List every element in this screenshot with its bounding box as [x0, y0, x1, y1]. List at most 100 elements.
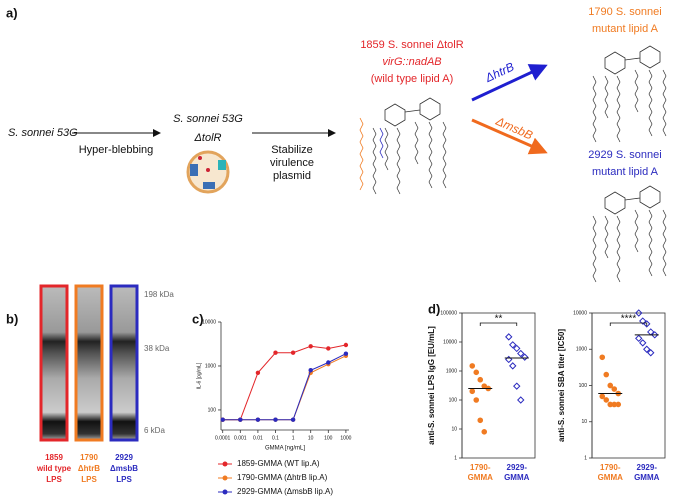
y-tick-label: 100000: [440, 310, 457, 316]
strain: S. sonnei 53G: [8, 127, 78, 139]
y-tick-label: 1000: [205, 363, 216, 369]
diamond: [643, 345, 651, 353]
y-tick-label: 10000: [573, 310, 587, 316]
diamond: [505, 333, 513, 341]
diamond: [647, 349, 655, 357]
bacterium-icon: [186, 150, 230, 194]
point: [238, 417, 243, 422]
point: [255, 417, 261, 422]
plot-frame: [591, 312, 666, 459]
dot: [603, 397, 610, 403]
lipid-a: [373, 98, 446, 194]
x-tick-label: 0.1: [272, 435, 279, 441]
legend-marker: [222, 475, 228, 481]
lipid-a: [593, 46, 666, 142]
diamond: [517, 396, 525, 404]
gel-lane: [109, 284, 139, 442]
chain-msbb: [379, 127, 384, 159]
diamond: [639, 317, 647, 325]
category-label: 1790-: [600, 463, 621, 472]
dot: [469, 388, 476, 395]
point: [290, 350, 296, 355]
diamond: [509, 341, 517, 349]
step: plasmid: [273, 170, 311, 182]
x-tick-label: 10: [308, 435, 314, 441]
y-tick-label: 1000: [446, 368, 457, 374]
strain: S. sonnei 53G: [173, 113, 243, 125]
dot: [481, 429, 488, 435]
point: [273, 350, 278, 355]
panel-b: b) 198 kDa 38 kDa 6 kDa 1859 wild type L…: [6, 284, 174, 484]
diamond: [651, 331, 659, 339]
y-tick-label: 1000: [576, 347, 587, 353]
y-tick-label: 10000: [443, 339, 457, 345]
step: virulence: [270, 157, 314, 169]
strain: 1859 S. sonnei ΔtolR: [360, 39, 463, 51]
arrow: [471, 118, 548, 155]
point: [326, 346, 331, 351]
x-tick-label: 0.0001: [215, 435, 231, 441]
point: [308, 368, 313, 373]
diamond: [513, 382, 521, 390]
y-tick-label: 10: [451, 426, 457, 432]
y-axis-label: anti-S. sonnei LPS IgG [EU/mL]: [427, 326, 436, 445]
diamond: [635, 334, 643, 343]
dot: [615, 401, 622, 408]
gel-lane: [74, 284, 104, 442]
y-tick-label: 100: [449, 397, 458, 403]
legend-marker: [222, 489, 228, 495]
category-label: GMMA: [598, 473, 624, 482]
strain: mutant lipid A: [592, 23, 659, 35]
category-label: GMMA: [634, 473, 660, 482]
lane-label: 1859: [45, 453, 63, 462]
x-tick-label: 1000: [340, 435, 351, 441]
point: [220, 417, 225, 422]
panel-label: c): [192, 311, 204, 326]
strain: (wild type lipid A): [371, 73, 454, 85]
y-axis-label: IL-6 [pg/mL]: [196, 362, 202, 389]
panel-label: d): [428, 301, 440, 316]
point: [326, 360, 331, 365]
dot: [607, 382, 614, 389]
legend-label: 1790-GMMA (ΔhtrB lip.A): [237, 473, 328, 482]
point: [255, 370, 261, 375]
y-tick-label: 100: [579, 383, 588, 389]
point: [308, 344, 313, 349]
gel-lane: [39, 284, 69, 442]
panel-a: a) S. sonnei 53G Hyper-blebbing S. sonne…: [6, 5, 666, 282]
diamond: [639, 339, 647, 347]
category-label: GMMA: [468, 473, 494, 482]
legend-label: 1859-GMMA (WT lip.A): [237, 459, 320, 468]
diamond: [517, 349, 525, 358]
x-axis-label: GMMA [ng/mL]: [265, 446, 305, 452]
panel-label: b): [6, 311, 18, 326]
dot: [473, 369, 480, 376]
significance: ****: [621, 314, 637, 325]
lane-label: 2929: [115, 453, 133, 462]
y-tick-label: 10: [581, 419, 587, 425]
category-label: 2929-: [637, 463, 658, 472]
strain: ΔtolR: [194, 132, 222, 144]
step: Stabilize: [271, 144, 313, 156]
chain-htrb: [359, 117, 364, 191]
y-axis-label: anti-S. sonnei SBA titer [IC50]: [557, 329, 566, 442]
legend-marker: [222, 461, 228, 467]
strain: virG::nadAB: [382, 56, 441, 68]
diamond: [635, 309, 643, 317]
significance-bracket: [479, 322, 518, 326]
legend-label: 2929-GMMA (ΔmsbB lip.A): [237, 487, 333, 496]
dot: [603, 371, 610, 378]
dot: [599, 354, 606, 361]
significance: **: [495, 314, 503, 325]
y-tick-label: 10000: [202, 319, 216, 325]
category-label: 1790-: [470, 463, 491, 472]
diamond: [505, 355, 513, 364]
y-tick-label: 100: [208, 407, 217, 413]
x-tick-label: 0.001: [234, 435, 247, 441]
dot: [599, 393, 606, 400]
marker: 38 kDa: [144, 344, 170, 353]
lane-label: ΔmsbB: [110, 464, 138, 473]
marker: 198 kDa: [144, 290, 174, 299]
x-tick-label: 1: [292, 435, 295, 441]
